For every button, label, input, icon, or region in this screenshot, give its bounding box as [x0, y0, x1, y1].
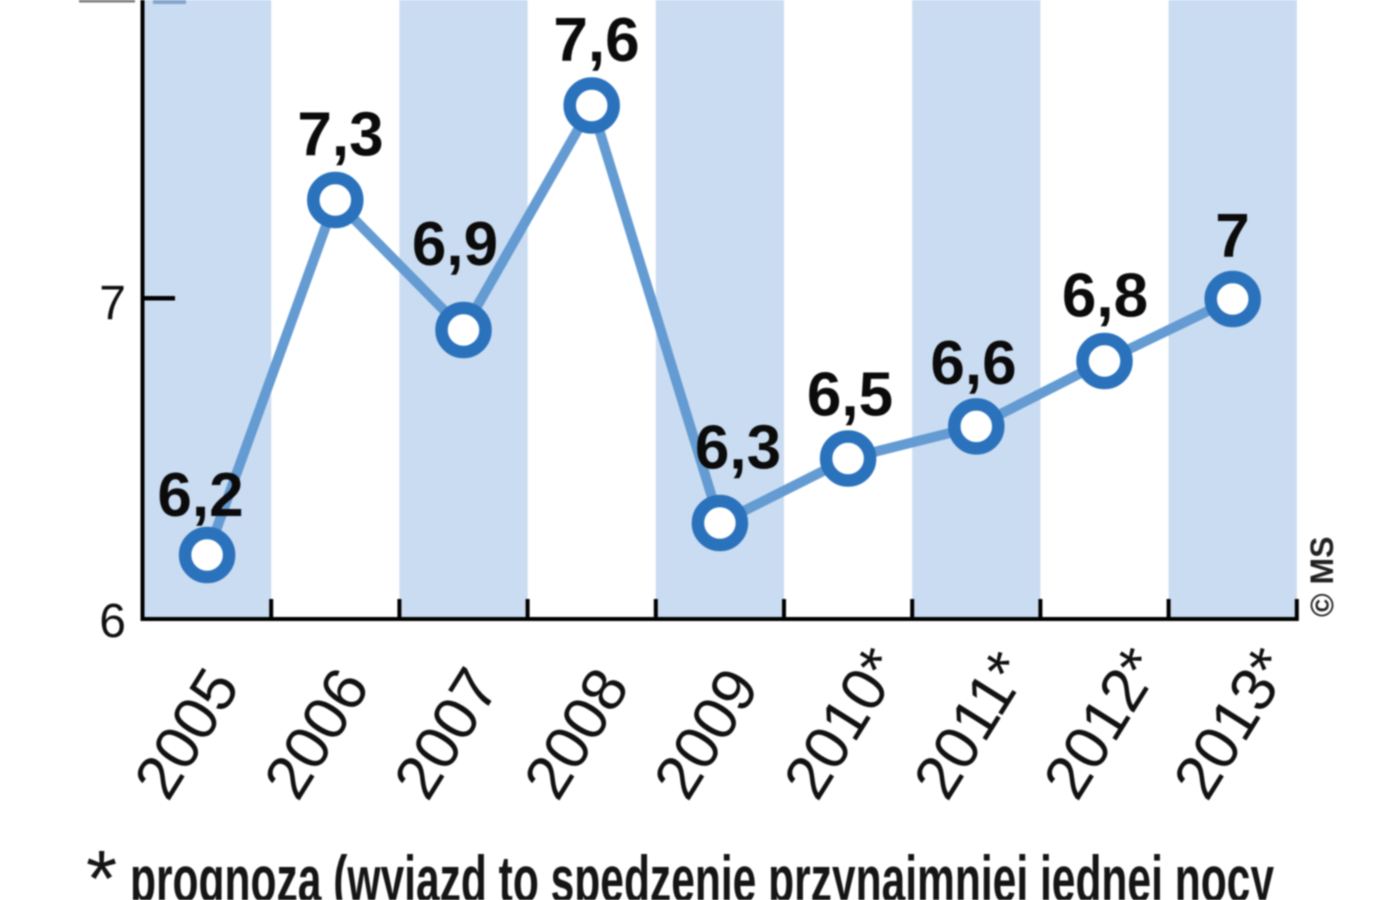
svg-text:6,9: 6,9 [412, 210, 498, 279]
svg-text:6,3: 6,3 [695, 414, 781, 483]
svg-text:2005: 2005 [121, 657, 253, 811]
svg-text:6,6: 6,6 [930, 329, 1016, 398]
svg-text:2007: 2007 [381, 657, 513, 811]
svg-text:7,3: 7,3 [297, 101, 383, 170]
svg-text:7: 7 [99, 277, 126, 330]
svg-text:2008: 2008 [511, 657, 643, 811]
svg-text:2006: 2006 [251, 657, 383, 811]
svg-text:2013*: 2013* [1161, 636, 1305, 810]
svg-text:*: * [86, 834, 117, 900]
svg-text:7: 7 [1215, 202, 1249, 271]
svg-text:2010*: 2010* [771, 636, 915, 810]
svg-text:2009: 2009 [641, 657, 773, 811]
svg-text:6: 6 [99, 595, 126, 648]
svg-text:6,8: 6,8 [1062, 262, 1148, 331]
svg-text:prognoza (wyjazd to spędzenie: prognoza (wyjazd to spędzenie przynajmni… [130, 842, 1274, 900]
svg-text:6,2: 6,2 [157, 461, 243, 530]
svg-text:2012*: 2012* [1031, 636, 1175, 810]
svg-text:© MS: © MS [1304, 537, 1340, 617]
svg-text:6,5: 6,5 [807, 361, 893, 430]
svg-text:2011*: 2011* [901, 640, 1043, 810]
svg-text:7,6: 7,6 [553, 6, 639, 75]
